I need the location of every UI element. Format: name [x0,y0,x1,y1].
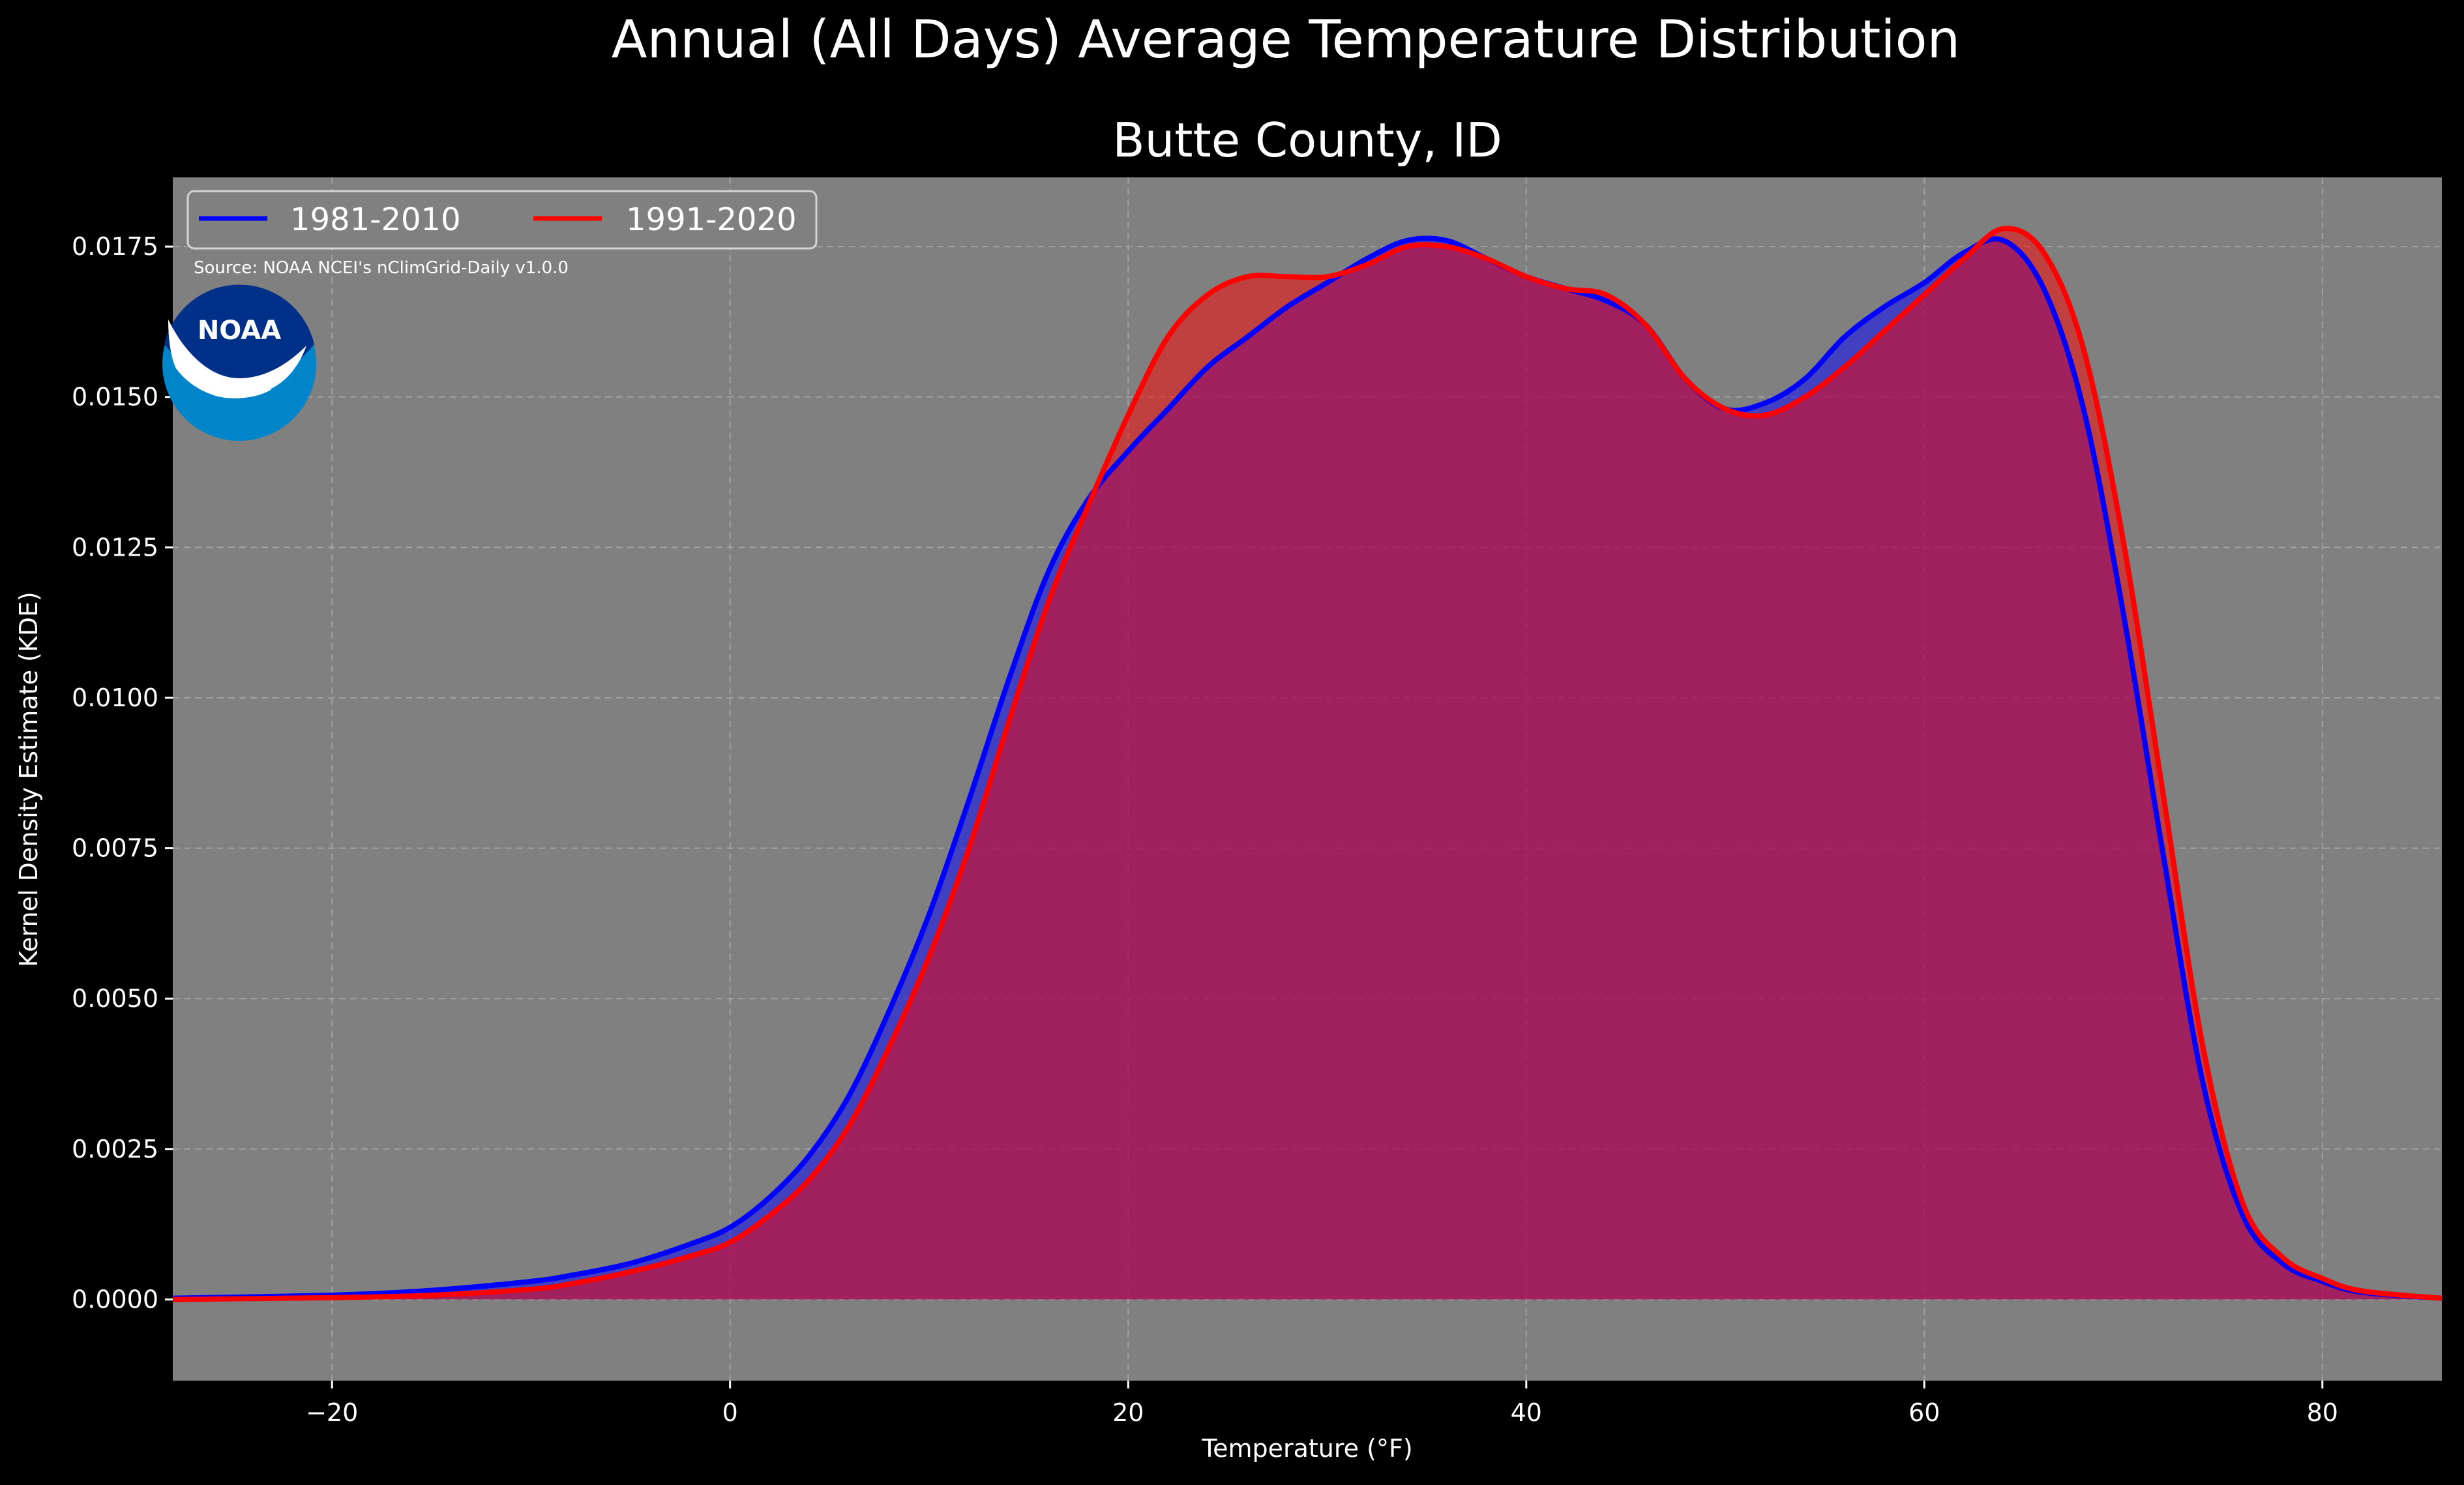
noaa-logo-text: NOAA [198,316,281,346]
figure-suptitle: Annual (All Days) Average Temperature Di… [612,9,1960,70]
y-tick-label: 0.0175 [72,232,158,261]
y-axis-label: Kernel Density Estimate (KDE) [14,592,43,967]
y-tick-label: 0.0075 [72,834,158,863]
series-line-1981-2010 [172,235,2442,1301]
y-tick-label: 0.0150 [72,383,158,412]
y-tick-label: 0.0100 [72,683,158,712]
chart-title: Butte County, ID [1112,113,1502,168]
source-note: Source: NOAA NCEI's nClimGrid-Daily v1.0… [194,258,569,278]
noaa-logo: NOAA [162,284,316,441]
x-tick-label: −20 [306,1398,358,1427]
series-line-1991-2020 [172,226,2442,1302]
x-tick-label: 0 [722,1398,738,1427]
legend-label-1991-2020: 1991-2020 [626,202,797,238]
noaa-logo-sky [164,284,314,385]
legend-frame [186,190,818,250]
series-area-1991-2020 [173,228,2442,1300]
series-layer [172,226,2442,1302]
y-tick-label: 0.0025 [72,1135,158,1163]
x-tick-label: 80 [2307,1398,2338,1427]
legend: 1981-2010 1991-2020 [186,190,818,250]
y-tick-label: 0.0000 [72,1285,158,1314]
x-tick-label: 20 [1112,1398,1144,1427]
x-axis-ticks: −20 0 20 40 60 80 [306,1381,2338,1427]
x-tick-label: 40 [1511,1398,1542,1427]
legend-label-1981-2010: 1981-2010 [290,202,461,238]
y-tick-label: 0.0050 [72,984,158,1013]
y-axis-ticks: 0.0000 0.0025 0.0050 0.0075 0.0100 0.0125 0.01… [72,232,173,1314]
y-tick-label: 0.0125 [72,533,158,562]
x-axis-label: Temperature (°F) [1201,1434,1412,1463]
noaa-logo-gull-icon [168,320,306,398]
x-tick-label: 60 [1908,1398,1940,1427]
